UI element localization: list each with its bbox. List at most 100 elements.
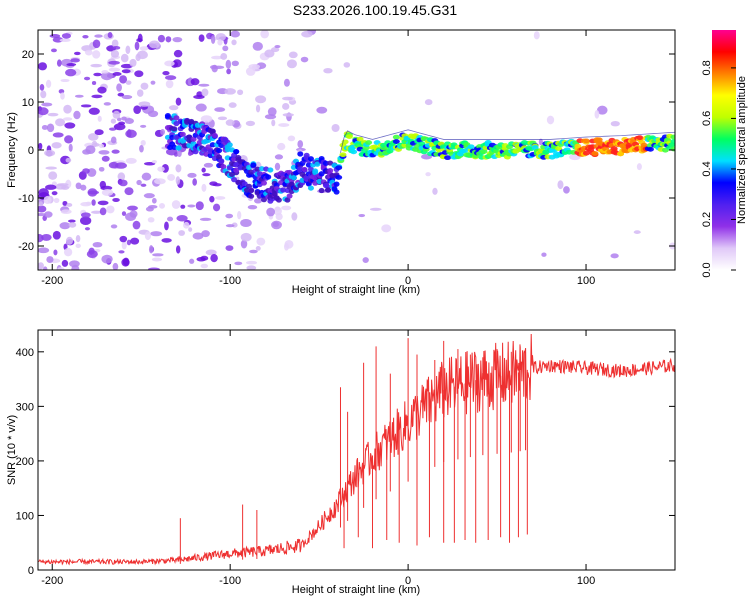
noise-blob	[121, 116, 127, 121]
noise-blob	[113, 123, 126, 131]
noise-blob	[120, 63, 133, 69]
noise-blob	[201, 88, 209, 97]
noise-blob	[65, 236, 74, 245]
noise-blob	[112, 110, 121, 119]
signal-blob	[286, 193, 293, 199]
noise-blob	[122, 257, 130, 266]
colorbar-label: Normalized spectral amplitude	[736, 76, 748, 224]
noise-blob	[167, 174, 176, 181]
signal-blob	[467, 144, 475, 150]
noise-blob	[119, 75, 128, 84]
spectrogram-y-label: Frequency (Hz)	[6, 112, 18, 188]
noise-blob	[108, 60, 120, 65]
colorbar-tick-label: 0.4	[701, 161, 713, 176]
noise-blob	[168, 105, 179, 111]
colorbar-tick-label: 0.2	[701, 212, 713, 227]
noise-blob	[538, 138, 543, 146]
signal-blob	[284, 197, 291, 203]
noise-blob	[212, 203, 221, 212]
noise-blob	[64, 135, 74, 144]
noise-blob	[39, 83, 45, 91]
noise-blob	[144, 231, 152, 241]
noise-blob	[180, 204, 186, 209]
noise-blob	[161, 238, 172, 243]
noise-blob	[82, 34, 89, 39]
noise-blob	[120, 53, 129, 63]
noise-blob	[198, 83, 210, 87]
snr-x-tick-label: 0	[405, 575, 411, 587]
signal-blob	[591, 151, 599, 156]
noise-blob	[252, 41, 263, 51]
noise-blob	[281, 205, 292, 211]
noise-blob	[85, 49, 93, 56]
noise-blob	[256, 237, 266, 246]
noise-blob	[274, 206, 281, 212]
noise-blob	[225, 224, 235, 228]
signal-blob	[670, 134, 675, 140]
snr-y-tick-label: 200	[16, 456, 34, 468]
noise-blob	[60, 209, 72, 215]
signal-blob	[235, 154, 242, 161]
noise-blob	[151, 160, 157, 164]
noise-blob	[282, 96, 293, 101]
noise-blob	[220, 52, 228, 60]
noise-blob	[175, 164, 182, 173]
noise-blob	[140, 183, 147, 187]
noise-blob	[217, 116, 228, 121]
noise-blob	[40, 90, 47, 99]
noise-blob	[225, 213, 234, 219]
snr-y-tick-label: 300	[16, 401, 34, 413]
noise-blob	[594, 110, 600, 119]
signal-blob	[444, 155, 452, 161]
noise-blob	[110, 136, 117, 144]
signal-blob	[297, 151, 304, 157]
noise-blob	[172, 37, 183, 43]
noise-blob	[80, 201, 92, 207]
noise-blob	[38, 262, 44, 270]
snr-y-label: SNR (10 * v/v)	[6, 415, 18, 485]
noise-blob	[165, 79, 174, 89]
snr-x-ticks: -200 -100 0 100	[41, 330, 595, 587]
signal-blob	[209, 142, 216, 148]
noise-blob	[134, 41, 140, 51]
noise-blob	[225, 119, 235, 126]
signal-blob	[164, 134, 171, 140]
noise-blob	[116, 117, 122, 122]
noise-blob	[93, 72, 102, 77]
noise-blob	[88, 107, 100, 115]
noise-blob	[166, 216, 174, 222]
signal-blob	[211, 132, 218, 139]
noise-blob	[83, 76, 91, 81]
signal-blob	[312, 168, 319, 174]
noise-blob	[301, 30, 313, 38]
noise-blob	[47, 112, 59, 117]
noise-blob	[38, 107, 49, 116]
signal-blob	[265, 174, 272, 180]
signal-blob	[273, 182, 280, 188]
noise-blob	[121, 241, 127, 250]
noise-blob	[80, 104, 92, 108]
signal-blob	[335, 165, 343, 171]
noise-blob	[157, 34, 166, 43]
signal-blob	[171, 126, 178, 132]
noise-blob	[65, 68, 77, 77]
noise-blob	[369, 207, 382, 211]
noise-blob	[159, 202, 166, 209]
noise-blob	[240, 239, 248, 249]
noise-blob	[91, 199, 96, 206]
spectrogram-x-label: Height of straight line (km)	[292, 284, 420, 296]
noise-blob	[188, 227, 193, 232]
noise-blob	[255, 246, 261, 251]
noise-blob	[195, 103, 207, 112]
noise-blob	[160, 128, 166, 136]
noise-blob	[260, 30, 270, 39]
noise-blob	[291, 212, 298, 221]
spectrogram-x-tick-label: 0	[405, 275, 411, 287]
noise-blob	[424, 99, 433, 106]
noise-blob	[61, 33, 72, 39]
signal-blob	[248, 193, 255, 199]
noise-blob	[98, 143, 105, 148]
noise-blob	[86, 250, 98, 259]
noise-blob	[98, 150, 110, 155]
signal-blob	[636, 135, 644, 141]
